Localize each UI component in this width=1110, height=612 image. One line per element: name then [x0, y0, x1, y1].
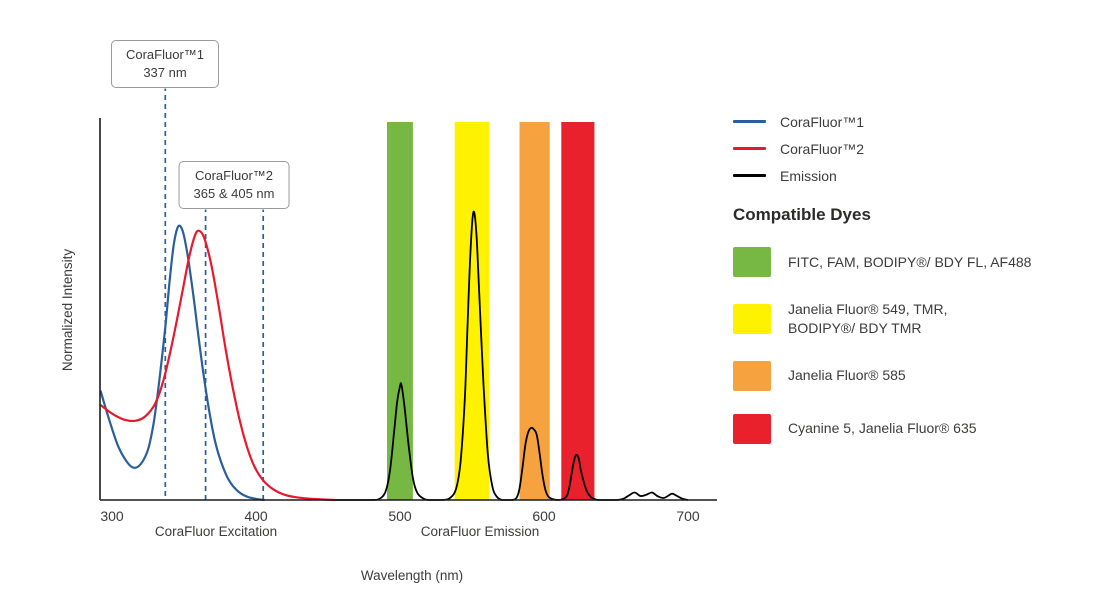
x-axis-section-excitation: CoraFluor Excitation: [154, 524, 278, 539]
band-yellow: [454, 122, 490, 500]
callout-corafluor2: CoraFluor™2 365 & 405 nm: [178, 161, 290, 210]
dye-label-green: FITC, FAM, BODIPY®/ BDY FL, AF488: [788, 253, 1032, 270]
legend-item-corafluor1: CoraFluor™1: [733, 108, 1105, 135]
legend-item-emission: Emission: [733, 162, 1105, 189]
x-tick-600: 600: [532, 508, 556, 524]
band-orange: [519, 122, 550, 500]
x-tick-400: 400: [244, 508, 268, 524]
dye-swatch-red: [733, 413, 771, 444]
dye-item-yellow: Janelia Fluor® 549, TMR, BODIPY®/ BDY TM…: [733, 300, 1105, 338]
legend-label-emission: Emission: [780, 167, 837, 184]
legend-line-emission: [733, 174, 766, 177]
legend-item-corafluor2: CoraFluor™2: [733, 135, 1105, 162]
callout-corafluor2-name: CoraFluor™2: [194, 168, 274, 183]
x-tick-labels: 300 400 500 600 700: [100, 508, 700, 524]
dye-bands-layer: [387, 122, 595, 500]
x-axis-title: Wavelength (nm): [360, 568, 464, 583]
callout-corafluor2-wavelength: 365 & 405 nm: [193, 186, 275, 202]
curve-corafluor2-excitation: [99, 229, 336, 502]
compatible-dyes-heading: Compatible Dyes: [733, 205, 871, 224]
curve-emission: [335, 210, 689, 501]
legend-panel: CoraFluor™1 CoraFluor™2 Emission Compati…: [733, 108, 1105, 467]
x-axis-section-emission: CoraFluor Emission: [420, 524, 540, 539]
curve-corafluor1-excitation: [99, 224, 265, 502]
dye-item-red: Cyanine 5, Janelia Fluor® 635: [733, 413, 1105, 444]
callout-corafluor1-name: CoraFluor™1: [125, 47, 205, 62]
dye-label-red: Cyanine 5, Janelia Fluor® 635: [788, 420, 977, 437]
callout-corafluor1-wavelength: 337 nm: [143, 65, 187, 81]
band-red: [561, 122, 595, 500]
dye-item-orange: Janelia Fluor® 585: [733, 360, 1105, 391]
x-tick-300: 300: [100, 508, 124, 524]
legend-label-corafluor1: CoraFluor™1: [780, 113, 865, 130]
y-axis-title: Normalized Intensity: [60, 248, 75, 372]
dye-swatch-yellow: [733, 303, 771, 334]
legend-line-corafluor1: [733, 120, 766, 123]
spectra-curves-layer: [99, 210, 689, 502]
x-tick-700: 700: [676, 508, 700, 524]
dye-swatch-green: [733, 247, 771, 277]
legend-label-corafluor2: CoraFluor™2: [780, 140, 865, 157]
legend-line-corafluor2: [733, 147, 766, 150]
x-tick-500: 500: [388, 508, 412, 524]
dye-item-green: FITC, FAM, BODIPY®/ BDY FL, AF488: [733, 247, 1105, 277]
callout-corafluor1: CoraFluor™1 337 nm: [110, 40, 220, 89]
dye-label-yellow: Janelia Fluor® 549, TMR, BODIPY®/ BDY TM…: [788, 301, 948, 336]
dye-label-orange: Janelia Fluor® 585: [788, 367, 906, 384]
dye-swatch-orange: [733, 360, 771, 391]
excitation-lines-layer: [164, 86, 265, 500]
